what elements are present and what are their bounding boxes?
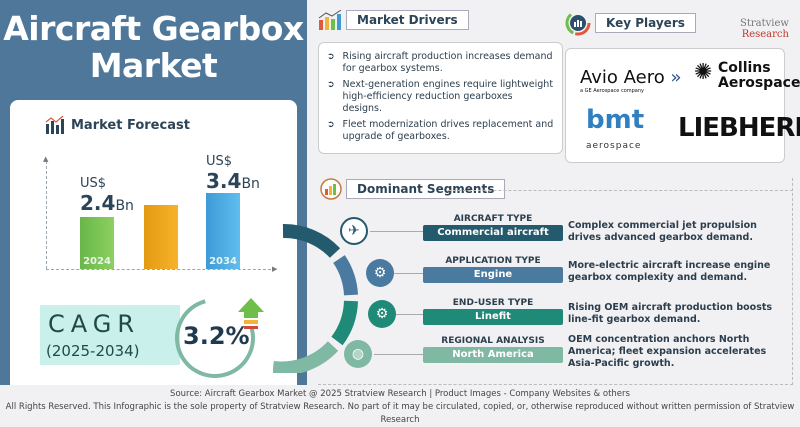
- drivers-list: ➲ Rising aircraft production increases de…: [318, 42, 563, 154]
- list-item: ➲ Next-generation engines require lightwe…: [327, 79, 554, 114]
- players-heading: Key Players: [595, 13, 696, 33]
- market-drivers-section: Market Drivers ➲ Rising aircraft producti…: [318, 10, 563, 154]
- growth-bars-icon: [320, 178, 342, 200]
- value-label-2034: US$ 3.4Bn: [206, 154, 260, 194]
- arrow-bullet-icon: ➲: [327, 80, 335, 90]
- airplane-icon: ✈: [340, 217, 368, 245]
- pie-chart-icon: [565, 10, 591, 36]
- bmt-aerospace-logo: bmt aerospace: [586, 105, 645, 151]
- collins-aerospace-logo: ✺ Collins Aerospace: [694, 60, 800, 91]
- forecast-heading-label: Market Forecast: [71, 117, 190, 133]
- footer-source: Source: Aircraft Gearbox Market @ 2025 S…: [170, 389, 630, 399]
- y-axis: [46, 161, 47, 269]
- liebherr-logo: LIEBHERR: [678, 113, 800, 143]
- forecast-card: Market Forecast ▲ ▶ US$ 2.4Bn 2024 US$ 3.4…: [10, 100, 297, 393]
- y-axis-arrow-icon: ▲: [43, 155, 49, 163]
- segment-category: AIRCRAFT TYPE: [453, 214, 533, 224]
- segment-value: Linefit: [423, 309, 563, 325]
- segment-value: North America: [423, 347, 563, 363]
- segment-description: Complex commercial jet propulsion drives…: [568, 220, 757, 243]
- segment-value: Engine: [423, 267, 563, 283]
- divider: [448, 190, 793, 191]
- segment-description: OEM concentration anchors North America;…: [568, 334, 767, 369]
- connector: [394, 273, 423, 274]
- key-players-section: Key Players Stratview Research Avio Aero …: [565, 10, 800, 163]
- growth-arrow-stripe: [244, 326, 258, 329]
- cagr-value: 3.2%: [183, 322, 250, 350]
- globe-north-america-icon: ◍: [344, 340, 372, 368]
- segment-row-regional-analysis: ◍ REGIONAL ANALYSIS North America OEM co…: [318, 334, 793, 374]
- drivers-heading: Market Drivers: [346, 10, 469, 30]
- arrow-bullet-icon: ➲: [327, 120, 335, 130]
- page-title: Aircraft Gearbox Market: [3, 9, 304, 85]
- segment-value: Commercial aircraft: [423, 225, 563, 241]
- footer: Source: Aircraft Gearbox Market @ 2025 S…: [0, 388, 800, 427]
- cagr-period: (2025-2034): [46, 342, 140, 360]
- x-axis-arrow-icon: ▶: [272, 265, 278, 273]
- list-item: ➲ Fleet modernization drives replacement …: [327, 119, 554, 142]
- forecast-heading: Market Forecast: [45, 116, 190, 134]
- connector: [374, 354, 423, 355]
- segment-row-end-user-type: ⚙ END-USER TYPE Linefit Rising OEM aircr…: [318, 294, 793, 334]
- factory-gear-icon: ⚙: [368, 300, 396, 328]
- cagr-background: [40, 305, 180, 365]
- bar-2024: 2024: [80, 217, 114, 269]
- dominant-segments-section: Dominant Segments ✈ AIRCRAFT TYPE Commer…: [273, 178, 793, 385]
- segments-heading: Dominant Segments: [346, 179, 506, 199]
- forecast-chart: ▲ ▶ US$ 2.4Bn 2024 US$ 3.4Bn 2034: [36, 155, 286, 275]
- bar-mid: [144, 205, 178, 269]
- cagr-label: CAGR: [48, 310, 141, 338]
- engine-gear-icon: ⚙: [366, 259, 394, 287]
- arrow-bullet-icon: ➲: [327, 52, 335, 62]
- segment-category: END-USER TYPE: [452, 298, 534, 308]
- segment-description: More-electric aircraft increase engine g…: [568, 260, 771, 283]
- bar-chart-icon: [45, 116, 64, 134]
- growth-arrow-stem: [244, 312, 258, 318]
- bar-2034: 2034: [206, 193, 240, 269]
- left-panel: Aircraft Gearbox Market Market Forecast …: [0, 0, 307, 393]
- growth-arrow-icon: [238, 298, 264, 312]
- connector: [370, 231, 423, 232]
- growth-arrow-stripe: [244, 320, 258, 324]
- value-label-2024: US$ 2.4Bn: [80, 176, 134, 216]
- connector: [396, 314, 423, 315]
- segment-description: Rising OEM aircraft production boosts li…: [568, 302, 773, 325]
- segment-row-application-type: ⚙ APPLICATION TYPE Engine More-electric …: [318, 254, 793, 294]
- avio-aero-logo: Avio Aero » a GE Aerospace company: [580, 67, 682, 94]
- list-item: ➲ Rising aircraft production increases de…: [327, 51, 553, 74]
- segment-category: APPLICATION TYPE: [445, 256, 541, 266]
- x-axis: [46, 269, 276, 270]
- stratview-logo: Stratview Research: [740, 18, 789, 40]
- rising-chart-icon: [318, 10, 342, 30]
- segment-arc: [273, 223, 358, 373]
- footer-rights: All Rights Reserved. This Infographic is…: [5, 402, 795, 425]
- segment-row-aircraft-type: ✈ AIRCRAFT TYPE Commercial aircraft Comp…: [318, 214, 793, 254]
- segment-category: REGIONAL ANALYSIS: [441, 336, 545, 346]
- logos-box: Avio Aero » a GE Aerospace company ✺ Colli…: [565, 48, 800, 163]
